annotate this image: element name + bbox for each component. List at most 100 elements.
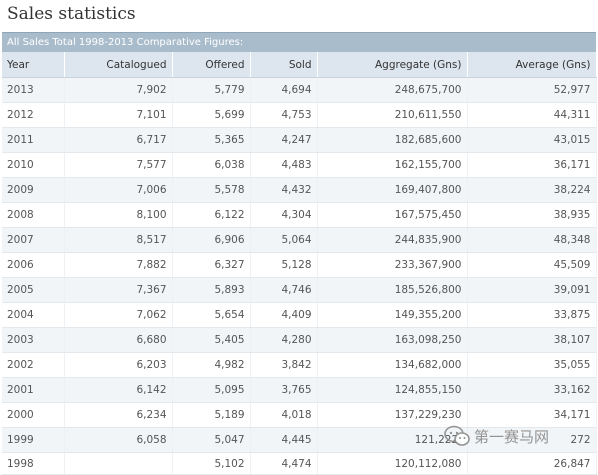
cell-sold: 4,247	[250, 127, 318, 153]
cell-year: 1999	[2, 427, 65, 453]
cell-catalogued: 6,717	[64, 127, 173, 153]
column-header-aggregate: Aggregate (Gns)	[317, 52, 468, 78]
cell-sold: 4,409	[250, 302, 318, 328]
sales-statistics-table: Year Catalogued Offered Sold Aggregate (…	[2, 52, 597, 475]
cell-sold: 3,842	[250, 352, 318, 378]
cell-catalogued: 7,101	[64, 102, 173, 128]
cell-offered: 6,327	[172, 252, 251, 278]
cell-sold: 3,765	[250, 377, 318, 403]
cell-sold: 4,474	[250, 452, 318, 475]
cell-average: 38,107	[467, 327, 597, 353]
cell-catalogued: 7,882	[64, 252, 173, 278]
cell-offered: 5,365	[172, 127, 251, 153]
table-row: 2010 7,577 6,038 4,483 162,155,700 36,171	[2, 152, 597, 178]
cell-average: 33,875	[467, 302, 597, 328]
cell-catalogued: 6,142	[64, 377, 173, 403]
cell-year: 2004	[2, 302, 65, 328]
cell-aggregate: 162,155,700	[317, 152, 468, 178]
cell-sold: 4,445	[250, 427, 318, 453]
column-header-offered: Offered	[172, 52, 251, 78]
table-row: 1999 6,058 5,047 4,445 121,222, 272	[2, 427, 597, 453]
cell-aggregate: 137,229,230	[317, 402, 468, 428]
cell-sold: 4,432	[250, 177, 318, 203]
wechat-icon	[444, 425, 470, 447]
cell-year: 2001	[2, 377, 65, 403]
watermark: 第一赛马网	[444, 425, 549, 447]
cell-average: 33,162	[467, 377, 597, 403]
cell-offered: 6,906	[172, 227, 251, 253]
cell-aggregate: 167,575,450	[317, 202, 468, 228]
table-row: 2004 7,062 5,654 4,409 149,355,200 33,875	[2, 302, 597, 328]
cell-average: 38,224	[467, 177, 597, 203]
table-row: 2013 7,902 5,779 4,694 248,675,700 52,977	[2, 77, 597, 103]
table-row: 2012 7,101 5,699 4,753 210,611,550 44,311	[2, 102, 597, 128]
cell-sold: 4,483	[250, 152, 318, 178]
cell-offered: 5,893	[172, 277, 251, 303]
cell-sold: 4,280	[250, 327, 318, 353]
cell-aggregate: 163,098,250	[317, 327, 468, 353]
cell-catalogued: 8,100	[64, 202, 173, 228]
cell-sold: 4,753	[250, 102, 318, 128]
cell-aggregate: 244,835,900	[317, 227, 468, 253]
cell-year: 2007	[2, 227, 65, 253]
table-row: 2006 7,882 6,327 5,128 233,367,900 45,509	[2, 252, 597, 278]
table-row: 2008 8,100 6,122 4,304 167,575,450 38,935	[2, 202, 597, 228]
cell-offered: 5,654	[172, 302, 251, 328]
cell-catalogued: 6,203	[64, 352, 173, 378]
cell-year: 2003	[2, 327, 65, 353]
cell-catalogued: 7,006	[64, 177, 173, 203]
cell-aggregate: 124,855,150	[317, 377, 468, 403]
cell-catalogued: 7,902	[64, 77, 173, 103]
cell-catalogued: 7,062	[64, 302, 173, 328]
cell-offered: 5,095	[172, 377, 251, 403]
cell-year: 2009	[2, 177, 65, 203]
cell-offered: 6,122	[172, 202, 251, 228]
cell-offered: 5,102	[172, 452, 251, 475]
cell-offered: 5,405	[172, 327, 251, 353]
cell-offered: 5,699	[172, 102, 251, 128]
cell-sold: 5,064	[250, 227, 318, 253]
table-row: 2003 6,680 5,405 4,280 163,098,250 38,107	[2, 327, 597, 353]
column-header-year: Year	[2, 52, 65, 78]
cell-average: 39,091	[467, 277, 597, 303]
cell-offered: 5,189	[172, 402, 251, 428]
cell-year: 1998	[2, 452, 65, 475]
table-body: 2013 7,902 5,779 4,694 248,675,700 52,977 2012…	[2, 77, 597, 475]
cell-offered: 5,047	[172, 427, 251, 453]
table-row: 2002 6,203 4,982 3,842 134,682,000 35,055	[2, 352, 597, 378]
cell-year: 2010	[2, 152, 65, 178]
cell-catalogued: 8,517	[64, 227, 173, 253]
cell-sold: 5,128	[250, 252, 318, 278]
cell-catalogued: 7,577	[64, 152, 173, 178]
cell-offered: 6,038	[172, 152, 251, 178]
page-title: Sales statistics	[7, 4, 136, 24]
table-row: 2011 6,717 5,365 4,247 182,685,600 43,015	[2, 127, 597, 153]
cell-offered: 5,578	[172, 177, 251, 203]
cell-average: 272	[467, 427, 597, 453]
cell-average: 34,171	[467, 402, 597, 428]
table-caption: All Sales Total 1998-2013 Comparative Fi…	[2, 32, 596, 52]
cell-year: 2000	[2, 402, 65, 428]
cell-average: 52,977	[467, 77, 597, 103]
cell-catalogued: 6,058	[64, 427, 173, 453]
cell-aggregate: 134,682,000	[317, 352, 468, 378]
cell-average: 45,509	[467, 252, 597, 278]
cell-aggregate: 185,526,800	[317, 277, 468, 303]
cell-aggregate: 169,407,800	[317, 177, 468, 203]
cell-aggregate: 121,222,	[317, 427, 468, 453]
cell-sold: 4,694	[250, 77, 318, 103]
cell-sold: 4,304	[250, 202, 318, 228]
table-row: 2005 7,367 5,893 4,746 185,526,800 39,091	[2, 277, 597, 303]
column-header-catalogued: Catalogued	[64, 52, 173, 78]
column-header-sold: Sold	[250, 52, 318, 78]
cell-catalogued	[64, 452, 173, 475]
watermark-text: 第一赛马网	[474, 427, 550, 446]
cell-year: 2006	[2, 252, 65, 278]
cell-average: 26,847	[467, 452, 597, 475]
cell-average: 36,171	[467, 152, 597, 178]
cell-average: 44,311	[467, 102, 597, 128]
sales-table-container: All Sales Total 1998-2013 Comparative Fi…	[2, 32, 597, 475]
cell-catalogued: 6,680	[64, 327, 173, 353]
table-row: 2001 6,142 5,095 3,765 124,855,150 33,162	[2, 377, 597, 403]
cell-sold: 4,746	[250, 277, 318, 303]
